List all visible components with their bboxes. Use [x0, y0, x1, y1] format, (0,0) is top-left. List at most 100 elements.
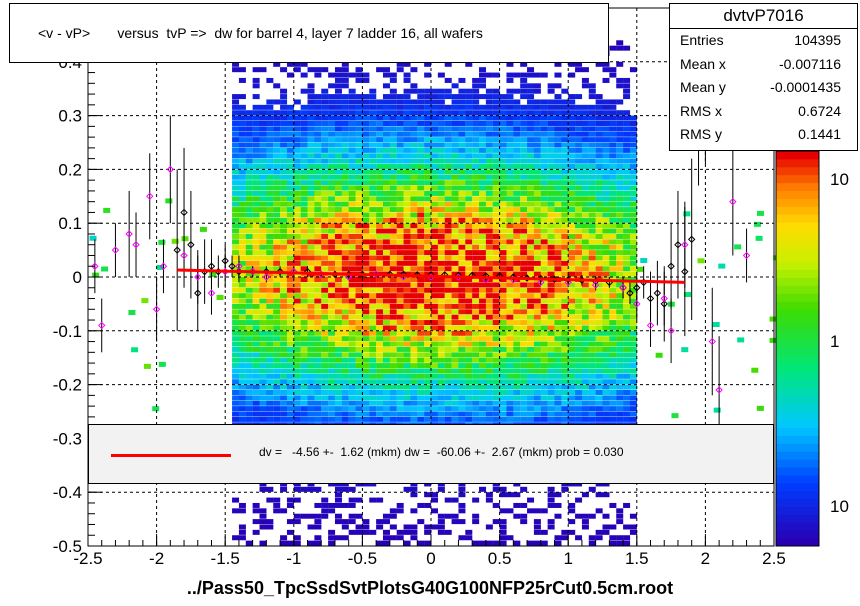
heatmap-cell: [595, 115, 603, 121]
heatmap-cell: [485, 314, 493, 320]
heatmap-cell: [252, 325, 260, 331]
heatmap-cell: [252, 400, 260, 406]
heatmap-cell: [314, 115, 322, 121]
heatmap-cell: [245, 158, 253, 164]
heatmap-cell: [362, 368, 370, 374]
heatmap-cell: [328, 502, 336, 508]
heatmap-cell: [492, 330, 500, 336]
heatmap-cell: [540, 314, 548, 320]
heatmap-cell: [581, 271, 589, 277]
heatmap-cell: [362, 363, 370, 369]
heatmap-cell: [321, 233, 329, 239]
heatmap-cell: [286, 233, 294, 239]
heatmap-cell: [321, 395, 329, 401]
heatmap-cell: [547, 341, 555, 347]
heatmap-cell: [527, 540, 535, 546]
heatmap-cell: [424, 147, 432, 153]
heatmap-cell: [389, 336, 397, 342]
heatmap-cell: [623, 180, 631, 186]
heatmap-cell: [341, 223, 349, 229]
heatmap-cell: [403, 255, 411, 261]
heatmap-cell: [286, 185, 294, 191]
heatmap-cell: [300, 147, 308, 153]
heatmap-cell: [424, 88, 432, 94]
heatmap-cell: [280, 271, 288, 277]
heatmap-cell: [437, 363, 445, 369]
heatmap-cell: [334, 104, 342, 110]
profile-black-point: [646, 294, 655, 303]
heatmap-cell: [575, 320, 583, 326]
heatmap-cell: [554, 185, 562, 191]
heatmap-cell: [520, 164, 528, 170]
heatmap-cell: [444, 88, 452, 94]
heatmap-cell: [547, 266, 555, 272]
heatmap-cell: [623, 142, 631, 148]
heatmap-cell: [581, 309, 589, 315]
heatmap-cell: [273, 341, 281, 347]
heatmap-cell: [444, 137, 452, 143]
heatmap-cell: [602, 346, 610, 352]
heatmap-cell: [575, 67, 583, 73]
heatmap-cell: [485, 99, 493, 105]
heatmap-cell: [259, 346, 267, 352]
heatmap-cell: [533, 115, 541, 121]
heatmap-cell: [341, 190, 349, 196]
heatmap-cell: [245, 147, 253, 153]
heatmap-cell: [616, 513, 624, 519]
heatmap-cell: [451, 126, 459, 132]
heatmap-cell: [561, 233, 569, 239]
heatmap-cell: [561, 99, 569, 105]
heatmap-cell: [451, 320, 459, 326]
heatmap-cell: [410, 137, 418, 143]
heatmap-cell: [355, 325, 363, 331]
heatmap-cell: [321, 363, 329, 369]
heatmap-cell: [437, 400, 445, 406]
heatmap-cell: [273, 217, 281, 223]
heatmap-cell: [575, 282, 583, 288]
heatmap-cell: [629, 309, 637, 315]
heatmap-cell: [472, 277, 480, 282]
heatmap-cell: [417, 260, 425, 266]
x-axis-label: ../Pass50_TpcSsdSvtPlotsG40G100NFP25rCut…: [186, 578, 674, 598]
heatmap-cell: [273, 233, 281, 239]
heatmap-cell: [540, 223, 548, 229]
heatmap-cell: [382, 373, 390, 379]
heatmap-cell: [506, 395, 514, 401]
heatmap-cell: [595, 389, 603, 395]
heatmap-cell: [595, 120, 603, 126]
heatmap-cell: [362, 260, 370, 266]
heatmap-cell: [314, 185, 322, 191]
heatmap-cell: [506, 384, 514, 390]
heatmap-cell: [437, 314, 445, 320]
heatmap-cell: [431, 131, 438, 137]
heatmap-cell: [348, 379, 356, 385]
heatmap-cell: [444, 406, 452, 412]
heatmap-cell: [629, 395, 637, 401]
heatmap-cell: [300, 190, 308, 196]
heatmap-cell: [266, 309, 274, 315]
heatmap-cell: [355, 110, 363, 116]
heatmap-cell: [252, 239, 260, 245]
heatmap-cell: [410, 508, 418, 514]
heatmap-cell: [156, 264, 164, 270]
heatmap-cell: [561, 384, 569, 390]
heatmap-cell: [520, 346, 528, 352]
heatmap-cell: [451, 244, 459, 250]
heatmap-cell: [417, 266, 425, 272]
heatmap-cell: [273, 212, 281, 218]
heatmap-cell: [623, 239, 631, 245]
heatmap-cell: [451, 416, 459, 422]
heatmap-cell: [533, 142, 541, 148]
heatmap-cell: [348, 314, 356, 320]
heatmap-cell: [513, 72, 521, 78]
heatmap-cell: [389, 373, 397, 379]
stats-row-rms-y: RMS y 0.1441: [670, 123, 857, 147]
heatmap-cell: [424, 266, 432, 272]
heatmap-cell: [307, 277, 315, 282]
heatmap-cell: [321, 336, 329, 342]
heatmap-cell: [540, 131, 548, 137]
heatmap-cell: [561, 190, 569, 196]
heatmap-cell: [465, 244, 473, 250]
heatmap-cell: [458, 174, 466, 180]
heatmap-cell: [321, 147, 329, 153]
